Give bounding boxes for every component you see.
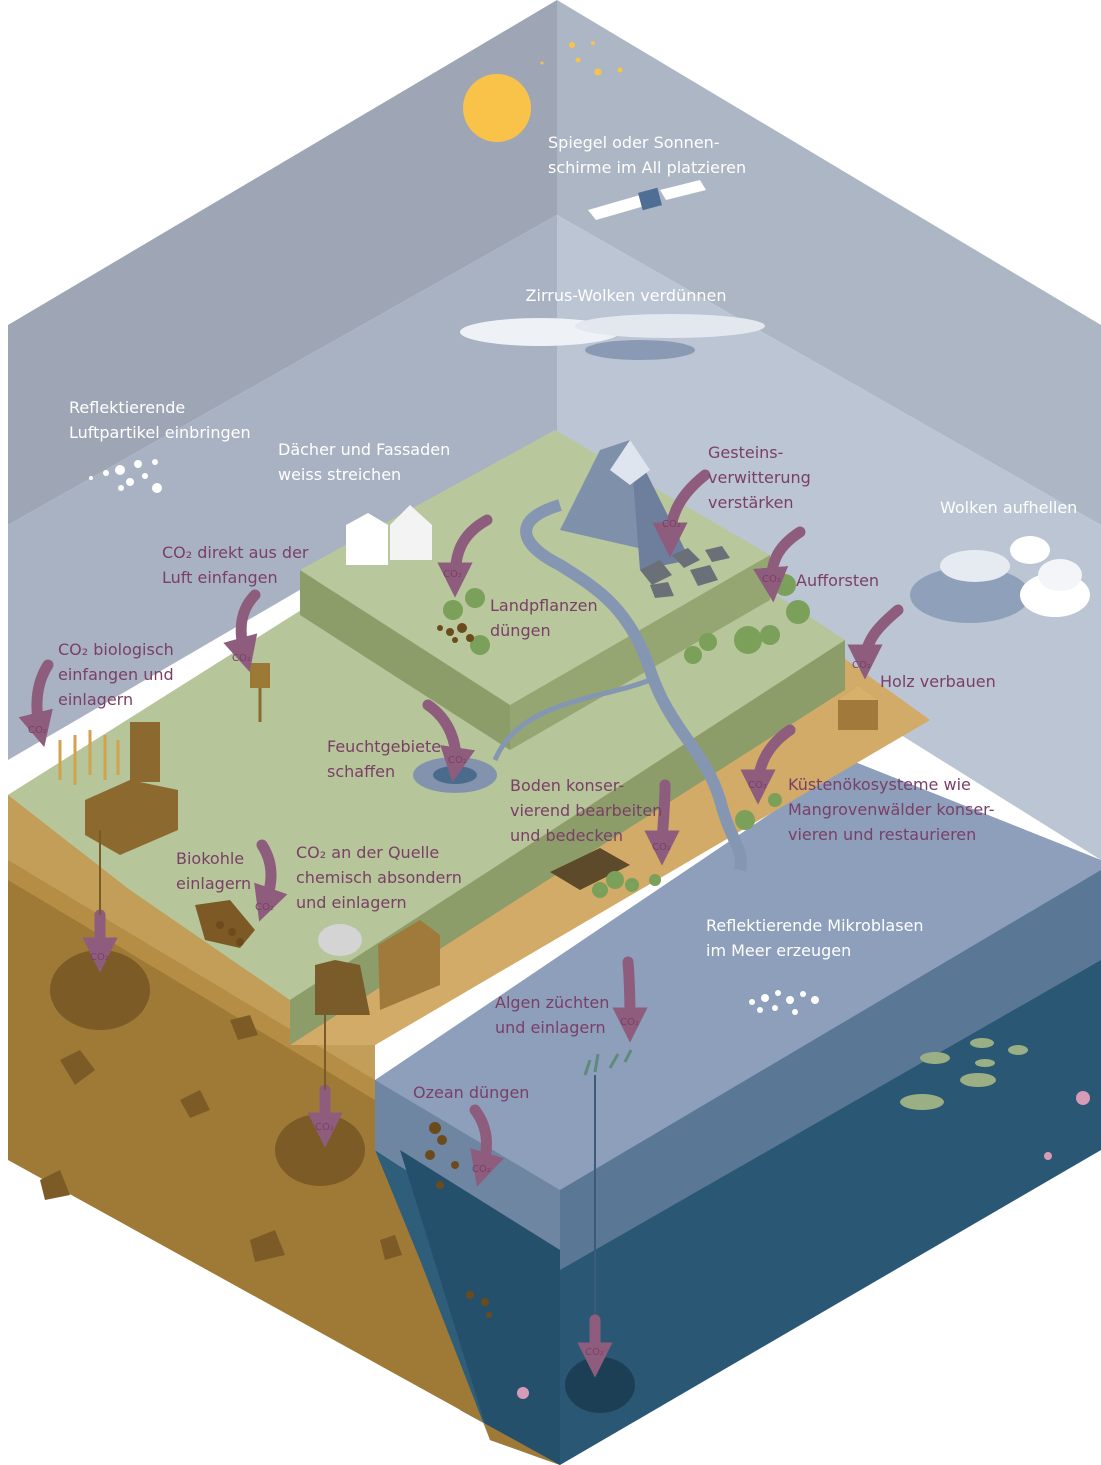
svg-text:CO₂: CO₂ (620, 1017, 639, 1028)
wetland-channel (492, 677, 651, 761)
co2-arrow-fertilize (437, 514, 493, 598)
co2-pipes (99, 830, 326, 1090)
label-cirrus-thinning: Zirrus-Wolken verdünnen (525, 286, 727, 305)
svg-text:CO₂: CO₂ (852, 660, 871, 671)
sky-back-right (557, 0, 1101, 860)
co2-arrow-algae (612, 956, 648, 1043)
co2-tags: CO₂ CO₂ CO₂ CO₂ CO₂ CO₂ CO₂ CO₂ CO₂ CO₂ … (28, 519, 871, 1358)
co2-arrow-soil (644, 779, 680, 866)
sky-back-left (8, 0, 557, 760)
svg-text:CO₂: CO₂ (232, 653, 251, 664)
svg-text:CO₂: CO₂ (585, 1347, 604, 1358)
label-wetlands: Feuchtgebiete schaffen (327, 737, 442, 781)
label-enhanced-weathering: Gesteins- verwitterung verstärken (708, 443, 811, 512)
svg-text:CO₂: CO₂ (662, 519, 681, 530)
label-cloud-brightening: Wolken aufhellen (940, 498, 1078, 517)
plowed-field-icon (550, 848, 661, 898)
label-biochar: Biokohle einlagern (176, 849, 252, 893)
svg-text:CO₂: CO₂ (652, 842, 671, 853)
cirrus-cloud-icon (460, 314, 765, 360)
co2-arrow-ocean (469, 1104, 504, 1187)
biochar-pile-icon (195, 900, 255, 948)
label-ccs-at-source: CO₂ an der Quelle chemisch absondern und… (296, 843, 462, 912)
co2-arrow-dac (223, 589, 261, 672)
svg-text:CO₂: CO₂ (28, 725, 47, 736)
label-space-mirrors: Spiegel oder Sonnen- schirme im All plat… (548, 133, 747, 177)
river (520, 499, 747, 872)
label-algae-farming: Algen züchten und einlagern (495, 993, 610, 1037)
label-ocean-microbubbles: Reflektierende Mikroblasen im Meer erzeu… (706, 916, 924, 960)
ccs-factory-icon (315, 920, 440, 1015)
bio-plant-factory-icon (85, 722, 178, 855)
co2-arrow-wood (847, 604, 904, 680)
ocean (375, 760, 1101, 1465)
label-soil-conservation: Boden konser- vierend bearbeiten und bed… (510, 776, 663, 845)
label-wood-construction: Holz verbauen (880, 672, 996, 691)
label-ocean-fertilization: Ozean düngen (413, 1083, 530, 1102)
svg-text:CO₂: CO₂ (90, 952, 109, 963)
svg-text:CO₂: CO₂ (448, 755, 467, 766)
label-white-roofs: Dächer und Fassaden weiss streichen (278, 440, 451, 484)
white-buildings-icon (346, 505, 432, 565)
svg-text:CO₂: CO₂ (255, 902, 274, 913)
label-reflective-aerosols: Reflektierende Luftpartikel einbringen (69, 398, 251, 442)
co2-arrow-beccs (18, 659, 54, 748)
algae-icon (583, 1049, 633, 1320)
svg-text:CO₂: CO₂ (315, 1122, 334, 1133)
stars-icon (540, 41, 623, 76)
label-afforestation: Aufforsten (796, 571, 880, 590)
label-fertilize-plants: Landpflanzen düngen (490, 596, 598, 640)
svg-text:CO₂: CO₂ (762, 574, 781, 585)
microbubbles-icon (749, 990, 819, 1015)
sun-icon (463, 74, 531, 142)
co2-arrow-coastal (740, 724, 796, 805)
label-direct-air-capture: CO₂ direkt aus der Luft einfangen (162, 543, 309, 587)
co2-arrow-wetlands (422, 699, 476, 783)
ocean-fertilizer-icon (425, 1122, 492, 1318)
aerosol-particles-icon (89, 459, 162, 493)
fish-icon (900, 1038, 1028, 1110)
wooden-house-icon (838, 685, 878, 730)
satellite-mirror-icon (588, 180, 706, 220)
svg-text:CO₂: CO₂ (748, 780, 767, 791)
svg-text:CO₂: CO₂ (472, 1164, 491, 1175)
wheat-field-icon (58, 730, 120, 785)
co2-arrow-weathering (652, 469, 711, 558)
label-coastal-ecosystems: Küstenökosysteme wie Mangrovenwälder kon… (788, 775, 995, 844)
svg-text:CO₂: CO₂ (443, 569, 462, 580)
co2-arrow-biochar (254, 839, 288, 922)
co2-arrows (18, 469, 904, 1378)
fertilizer-particles-icon (437, 623, 474, 643)
jellyfish-icon (517, 1091, 1090, 1399)
label-beccs: CO₂ biologisch einfangen und einlagern (58, 640, 174, 709)
bright-clouds-icon (910, 536, 1090, 623)
co2-arrow-afforest (753, 526, 806, 603)
